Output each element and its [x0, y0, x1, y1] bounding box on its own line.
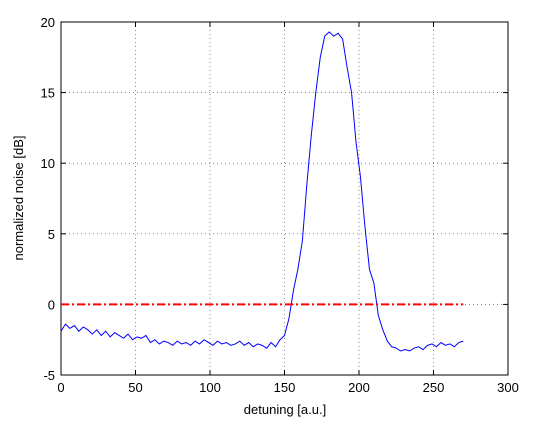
- x-tick-label: 250: [423, 380, 445, 395]
- x-tick-label: 100: [199, 380, 221, 395]
- x-tick-label: 150: [274, 380, 296, 395]
- y-axis-label: normalized noise [dB]: [11, 135, 26, 260]
- plot-frame: [60, 21, 509, 376]
- y-tick-label: 10: [41, 156, 55, 171]
- y-tick-label: -5: [43, 368, 55, 383]
- y-tick-label: 20: [41, 15, 55, 30]
- x-axis-label: detuning [a.u.]: [244, 402, 326, 417]
- x-tick-label: 0: [57, 380, 64, 395]
- y-tick-label: 15: [41, 86, 55, 101]
- y-tick-label: 0: [48, 297, 55, 312]
- x-tick-label: 300: [497, 380, 519, 395]
- x-tick-label: 50: [128, 380, 142, 395]
- data-line: [60, 31, 464, 352]
- x-tick-label: 200: [348, 380, 370, 395]
- y-tick-label: 5: [48, 227, 55, 242]
